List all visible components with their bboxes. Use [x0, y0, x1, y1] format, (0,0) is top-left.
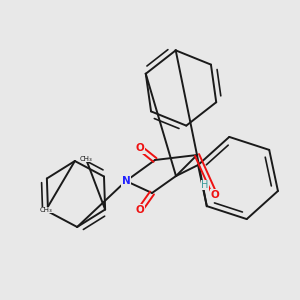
Text: CH₃: CH₃ — [80, 156, 92, 162]
Text: N: N — [122, 176, 130, 186]
Text: H: H — [201, 180, 209, 190]
Text: O: O — [136, 205, 144, 215]
Text: CH₃: CH₃ — [40, 207, 52, 213]
Text: O: O — [211, 190, 219, 200]
Text: O: O — [136, 143, 144, 153]
